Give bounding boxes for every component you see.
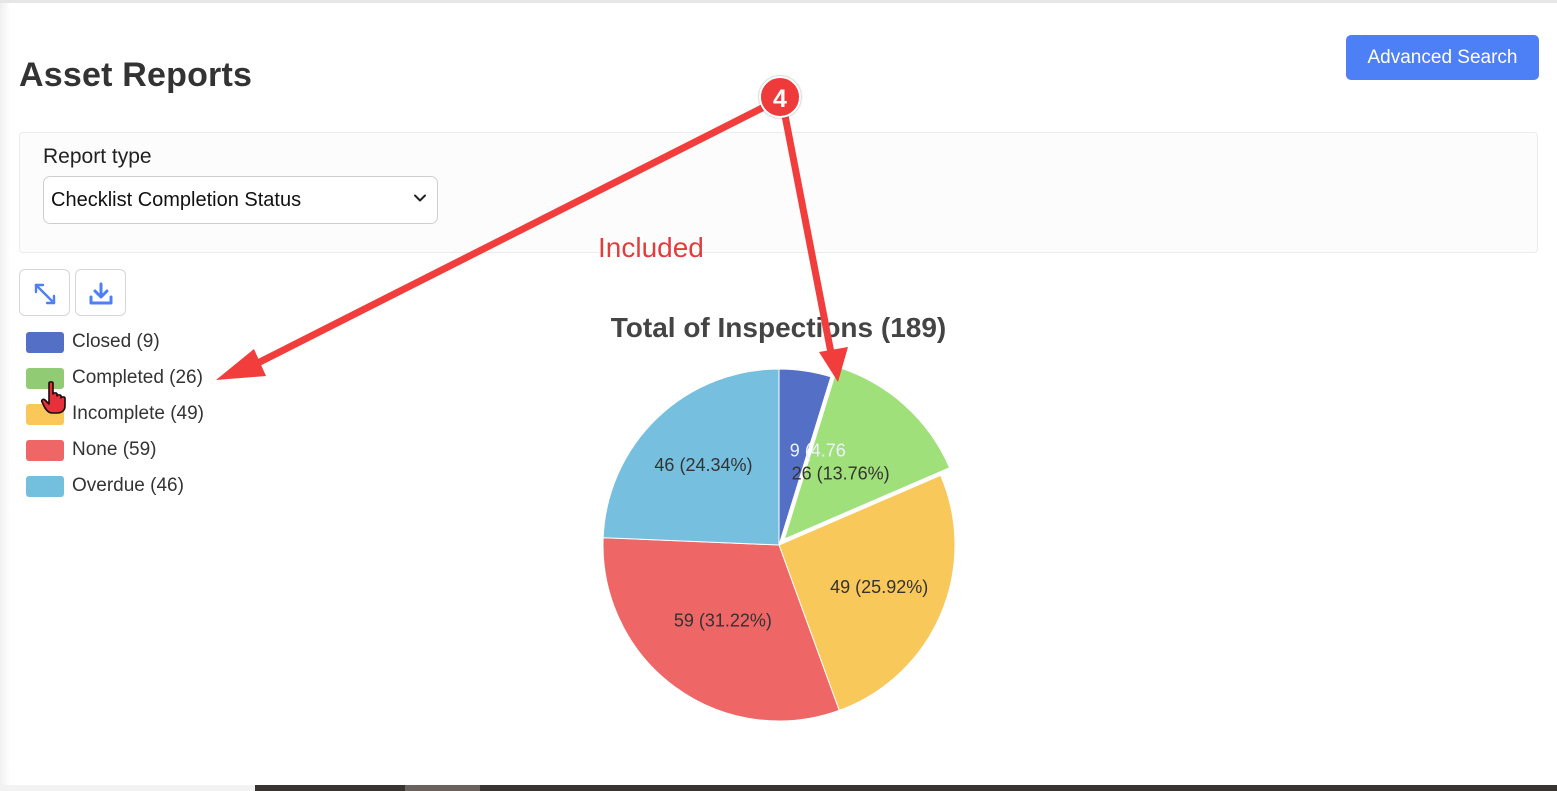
pie-label-incomplete: 49 (25.92%) [830,577,928,597]
legend-swatch-closed [26,332,64,353]
legend-item-closed[interactable]: Closed (9) [26,330,246,354]
pie-label-none: 59 (31.22%) [674,610,772,630]
pie-slice-incomplete[interactable] [778,474,956,712]
legend-item-none[interactable]: None (59) [26,438,246,462]
left-shade [0,3,10,785]
bottom-bar [0,785,1557,791]
included-annotation: Included [598,232,704,263]
top-border [0,0,1557,3]
legend-label-closed: Closed (9) [72,331,160,352]
download-icon [89,282,113,305]
pie-label-closed: 9 (4.76 [790,440,846,460]
chevron-down-icon [414,194,426,202]
expand-icon [34,283,56,305]
legend-label-completed: Completed (26) [72,367,203,388]
legend-label-overdue: Overdue (46) [72,475,184,496]
pie-slice-none[interactable] [602,537,840,722]
legend-label-none: None (59) [72,439,157,460]
chart-title: Total of Inspections (189) [610,312,947,343]
legend-item-overdue[interactable]: Overdue (46) [26,474,246,498]
filter-panel: Report type Checklist Completion Status [19,132,1538,253]
report-type-label: Report type [43,145,152,168]
step-badge: 4 [759,76,801,118]
page-title: Asset Reports [19,56,253,94]
pie-chart: 9 (4.76 26 (13.76%) 49 (25.92%) 59 (31.22%)… [602,366,956,722]
advanced-search-button[interactable]: Advanced Search [1346,35,1539,80]
legend-swatch-none [26,440,64,461]
report-type-select[interactable]: Checklist Completion Status [43,176,438,224]
download-button[interactable] [75,269,126,316]
expand-button[interactable] [19,269,70,316]
legend-swatch-completed [26,368,64,389]
legend-item-completed[interactable]: Completed (26) [26,366,246,390]
pie-label-completed: 26 (13.76%) [792,463,890,483]
pie-label-overdue: 46 (24.34%) [654,455,752,475]
legend-swatch-overdue [26,476,64,497]
legend-label-incomplete: Incomplete (49) [72,403,205,424]
hand-cursor-icon [40,381,66,414]
legend-item-incomplete[interactable]: Incomplete (49) [26,402,246,426]
report-type-value: Checklist Completion Status [51,189,302,211]
